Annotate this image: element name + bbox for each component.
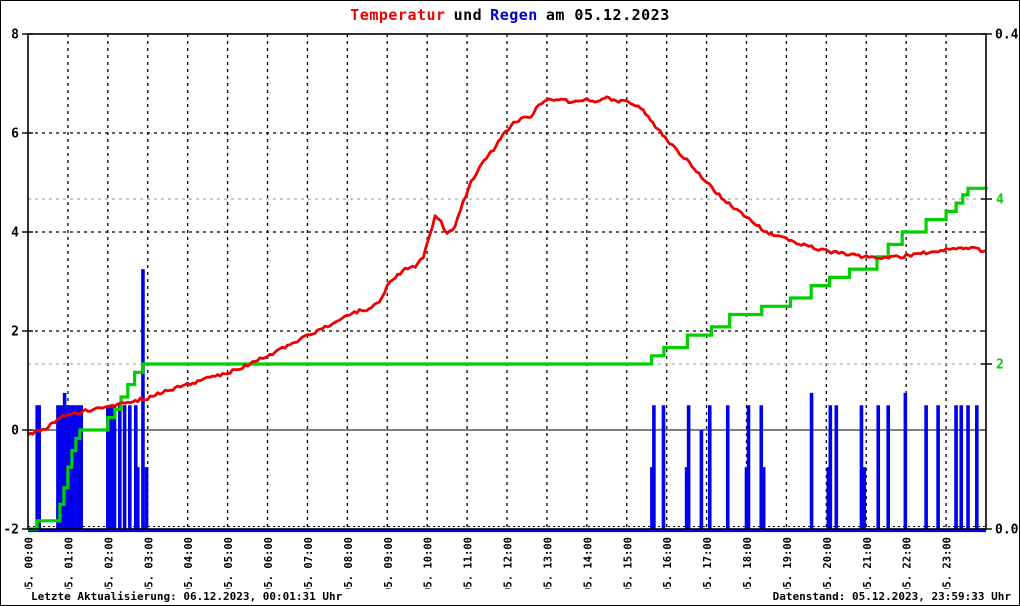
x-axis-tick-label: 05. 21:00	[862, 537, 874, 589]
title-date: am 05.12.2023	[545, 6, 670, 24]
x-axis-tick-label: 05. 01:00	[63, 537, 75, 589]
x-axis-tick-label: 05. 14:00	[582, 537, 594, 589]
x-axis-tick-label: 05. 03:00	[143, 537, 155, 589]
title-temperature-word: Temperatur	[350, 6, 446, 24]
x-axis-tick-label: 05. 09:00	[383, 537, 395, 589]
x-axis-tick-label: 05. 12:00	[503, 537, 515, 589]
y-left-tick-label: -2	[3, 523, 19, 538]
x-axis-tick-label: 05. 02:00	[103, 537, 115, 589]
x-axis-tick-label: 05. 10:00	[423, 537, 435, 589]
y-right-cumulative-tick-label: 4	[996, 193, 1004, 208]
y-axis-right-cumulative-labels: 42	[996, 193, 1004, 373]
axis-ticks	[22, 33, 992, 530]
y-axis-left-labels: 8 6 4 2 0 -2	[3, 28, 19, 538]
chart-title: Temperatur und Regen am 05.12.2023	[1, 6, 1019, 24]
temperature-line	[27, 95, 987, 436]
grid-horizontal-temperature	[28, 132, 986, 332]
y-left-tick-label: 8	[11, 28, 19, 43]
y-left-tick-label: 0	[11, 424, 19, 439]
title-rain-word: Regen	[490, 6, 538, 24]
x-axis-tick-label: 05. 18:00	[742, 537, 754, 589]
last-update-text: Letzte Aktualisierung: 06.12.2023, 00:01…	[31, 590, 343, 603]
x-axis-labels: 05. 00:00 05. 01:00 05. 02:00 05. 03:00 05. …	[24, 537, 954, 589]
y-left-tick-label: 2	[11, 325, 19, 340]
x-axis-tick-label: 05. 22:00	[902, 537, 914, 589]
x-axis-tick-label: 05. 23:00	[942, 537, 954, 589]
y-axis-right-rain-labels: 0.4 0.0	[995, 28, 1019, 538]
x-axis-tick-label: 05. 20:00	[822, 537, 834, 589]
rain-baseline	[28, 529, 986, 533]
y-right-rain-tick-label: 0.0	[995, 523, 1019, 538]
x-axis-tick-label: 05. 05:00	[223, 537, 235, 589]
y-left-tick-label: 4	[11, 226, 19, 241]
x-axis-tick-label: 05. 13:00	[542, 537, 554, 589]
grid-vertical-hours	[67, 34, 947, 529]
x-axis-tick-label: 05. 19:00	[782, 537, 794, 589]
x-axis-tick-label: 05. 16:00	[662, 537, 674, 589]
x-axis-tick-label: 05. 17:00	[702, 537, 714, 589]
y-left-tick-label: 6	[11, 127, 19, 142]
data-state-text: Datenstand: 05.12.2023, 23:59:33 Uhr	[772, 590, 1011, 603]
y-right-cumulative-tick-label: 2	[996, 358, 1004, 373]
x-axis-tick-label: 05. 11:00	[463, 537, 475, 589]
title-and-word: und	[453, 6, 483, 24]
x-axis-tick-label: 05. 04:00	[183, 537, 195, 589]
y-right-rain-tick-label: 0.4	[995, 28, 1019, 43]
x-axis-tick-label: 05. 06:00	[263, 537, 275, 589]
x-axis-tick-label: 05. 00:00	[24, 537, 36, 589]
x-axis-tick-label: 05. 15:00	[622, 537, 634, 589]
plot-border	[27, 33, 987, 530]
x-axis-tick-label: 05. 07:00	[303, 537, 315, 589]
x-axis-tick-label: 05. 08:00	[343, 537, 355, 589]
cumulative-rain-line	[28, 186, 988, 531]
